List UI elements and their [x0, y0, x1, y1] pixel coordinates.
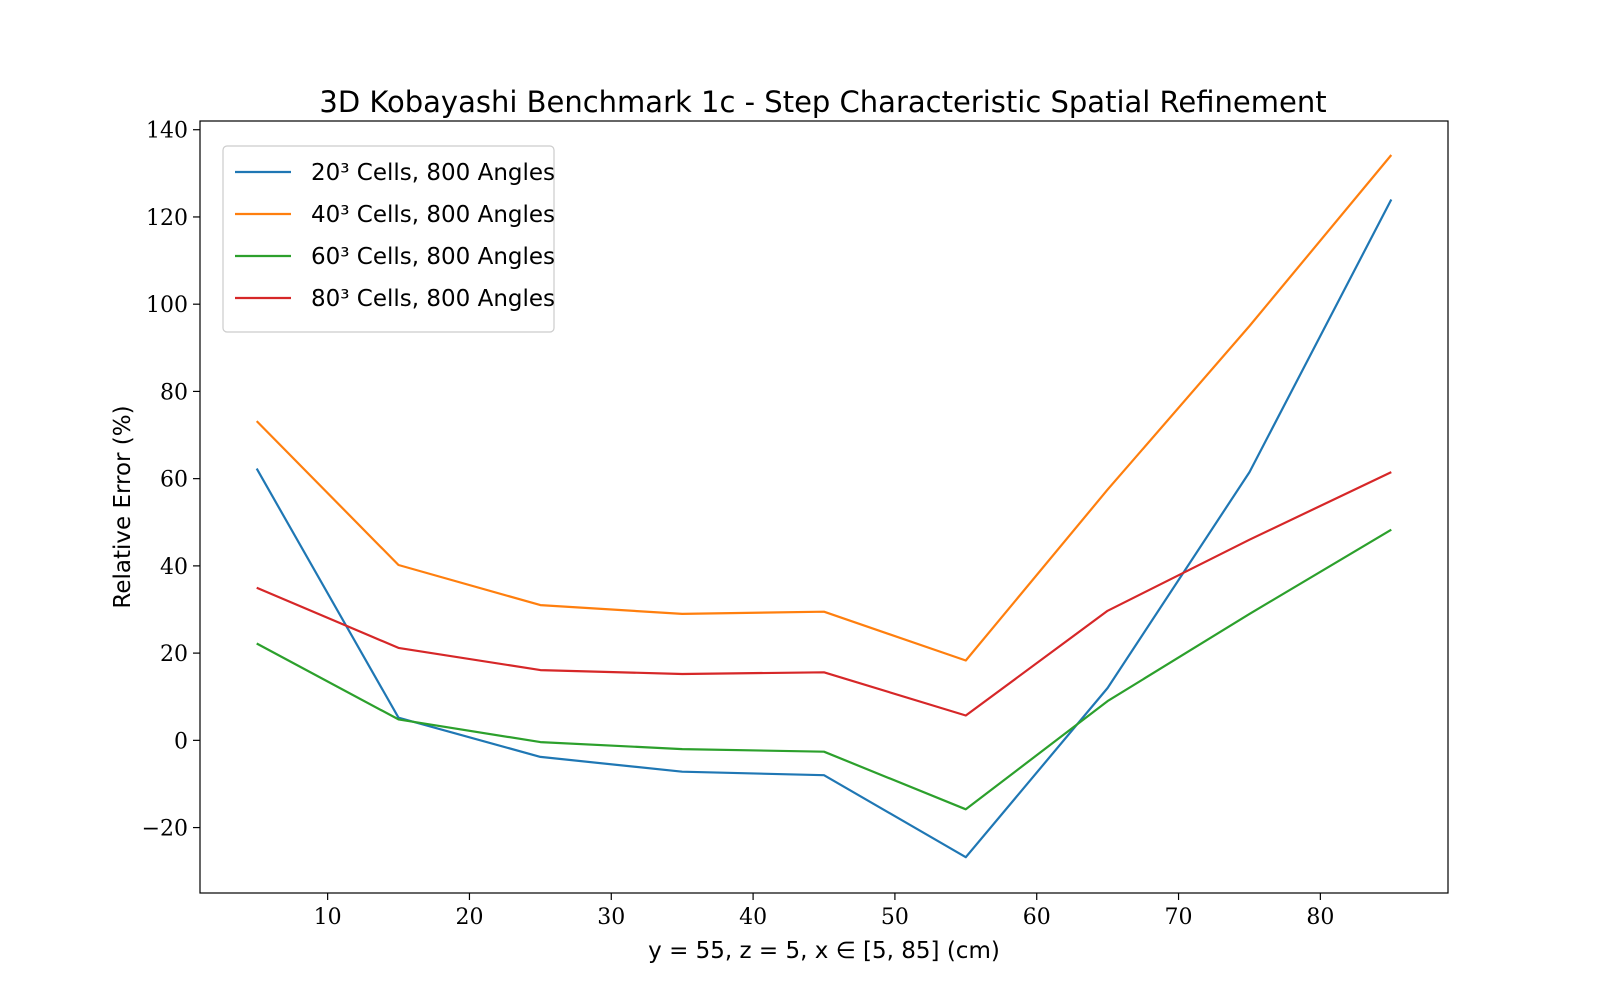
- x-axis-label: y = 55, z = 5, x ∈ [5, 85] (cm): [648, 938, 1000, 964]
- y-tick-label: 80: [160, 380, 188, 405]
- series-line-2: [255, 154, 1393, 662]
- y-tick-label: −20: [142, 817, 188, 842]
- y-tick-label: 140: [146, 119, 188, 144]
- y-axis-label: Relative Error (%): [110, 405, 136, 608]
- x-tick-label: 50: [881, 905, 909, 930]
- y-tick-label: 0: [174, 729, 188, 754]
- y-tick-label: 40: [160, 555, 188, 580]
- legend: 20³ Cells, 800 Angles 40³ Cells, 800 Angl…: [222, 145, 555, 333]
- y-tick-label: 20: [160, 642, 188, 667]
- series-line-4: [256, 471, 1392, 717]
- legend-entry: 60³ Cells, 800 Angles: [311, 244, 555, 270]
- y-tick-label: 120: [146, 206, 188, 231]
- x-tick-label: 40: [739, 905, 767, 930]
- x-tick-label: 20: [455, 905, 483, 930]
- axis-ticks: 10 20 30 40 50 60 70 80 −20 0 20 40 60 80 100 120 140: [142, 119, 1335, 930]
- plot-frame: [199, 120, 1449, 894]
- chart-title: 3D Kobayashi Benchmark 1c - Step Charact…: [319, 85, 1326, 119]
- series-line-3: [256, 528, 1392, 811]
- y-tick-label: 60: [160, 468, 188, 493]
- series-group: [255, 154, 1393, 859]
- legend-entry: 20³ Cells, 800 Angles: [311, 160, 555, 186]
- x-tick-label: 10: [314, 905, 342, 930]
- x-tick-label: 80: [1306, 905, 1334, 930]
- legend-box: [222, 145, 555, 333]
- legend-entry: 80³ Cells, 800 Angles: [311, 286, 555, 312]
- series-line-1: [255, 198, 1393, 859]
- x-tick-label: 30: [597, 905, 625, 930]
- x-tick-label: 60: [1023, 905, 1051, 930]
- legend-entry: 40³ Cells, 800 Angles: [311, 202, 555, 228]
- y-tick-label: 100: [146, 293, 188, 318]
- x-tick-label: 70: [1165, 905, 1193, 930]
